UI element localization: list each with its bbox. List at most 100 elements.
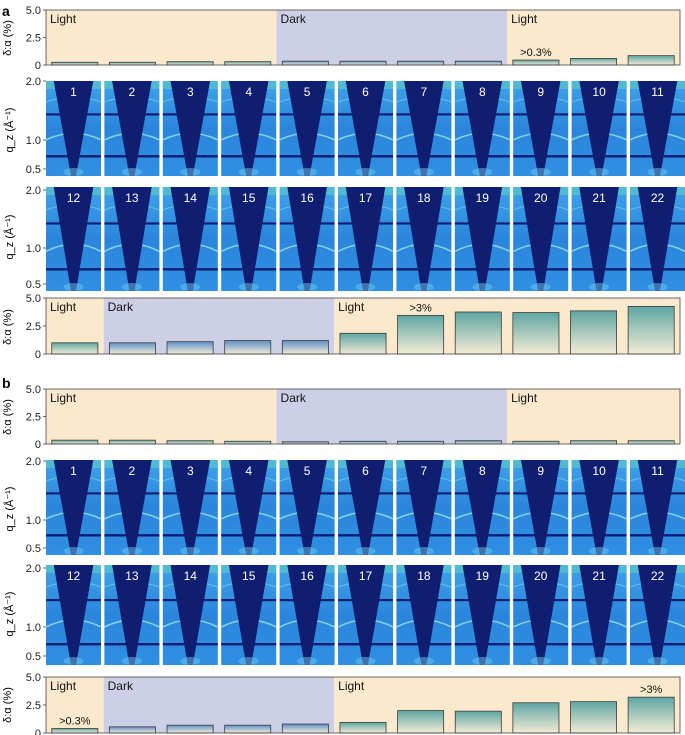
tile-number: 2 [129,464,136,478]
bar-20 [512,702,560,734]
detector-tile-21: 21 [571,565,627,665]
bar-annotation: >0.3% [59,716,91,728]
region-label: Dark [281,391,307,405]
tile-number: 12 [67,569,81,583]
beamstop-shadow [520,187,561,291]
beamstop-shadow [112,460,152,555]
ylabel-ratio-b-bottom: δ:α (%) [2,687,14,723]
tile-number: 22 [651,191,665,205]
detector-tile-14: 14 [162,565,219,665]
tile-number: 1 [70,464,77,478]
detector-tile-17: 17 [337,187,394,291]
tile-number: 2 [129,85,136,99]
y-tick-label: 2.5 [26,321,41,333]
tile-number: 17 [359,191,373,205]
region-label: Light [50,679,77,693]
bar-21 [570,310,617,355]
y-tick-label: 0 [35,349,41,361]
beamstop-shadow [637,81,678,176]
bar-5 [281,60,329,66]
beamstop-shadow [520,565,561,665]
beamstop-shadow [228,81,269,176]
tile-number: 7 [421,85,428,99]
detector-tile-5: 5 [279,81,335,176]
beamstop-shadow [404,187,444,291]
tile-number: 4 [245,85,252,99]
bar-9 [512,440,560,445]
tile-number: 4 [245,464,252,478]
tile-number: 20 [534,191,548,205]
tile-number: 19 [476,569,490,583]
bar-6 [339,440,387,445]
bar-16 [281,340,329,355]
qz-tick-label: 2.0 [26,456,41,468]
detector-tile-10: 10 [571,460,627,555]
tile-row: 2.0 1.0 0.5 12 13 14 15 16 17 18 19 20 21 22 [26,185,685,291]
detector-tile-11: 11 [629,460,685,555]
beamstop-shadow [462,187,503,291]
bar-1 [51,439,99,445]
y-tick-label: 2.5 [26,33,41,45]
detector-tile-7: 7 [396,81,452,176]
detector-tile-6: 6 [337,460,394,555]
qz-tick-label: 1.0 [26,622,41,634]
bar-17 [339,332,387,355]
tile-number: 11 [651,464,664,478]
tile-number: 15 [242,569,256,583]
tile-number: 5 [304,85,311,99]
bar-18 [397,314,445,355]
beamstop-shadow [170,460,211,555]
detector-tile-15: 15 [220,187,277,291]
beamstop-shadow [637,187,678,291]
qz-tick-label: 1.0 [26,515,41,527]
region-light [334,298,680,354]
tile-number: 5 [304,464,311,478]
tile-number: 6 [362,464,369,478]
detector-tile-3: 3 [162,81,219,176]
detector-tile-20: 20 [512,187,569,291]
detector-tile-20: 20 [512,565,569,665]
detector-tile-8: 8 [454,81,511,176]
ylabel-qz-b-row1: q_z (Å⁻¹) [3,487,16,532]
y-tick-label: 5.0 [26,5,41,17]
beamstop-shadow [345,81,386,176]
chart-a-bottom: Light Dark Light >3% 0 2.5 5.0 [26,293,681,361]
region-light [507,389,680,444]
bar-2 [109,439,156,445]
detector-tile-11: 11 [629,81,685,176]
qz-tick-label: 0.5 [26,651,41,663]
bar-8 [454,60,502,66]
beamstop-shadow [170,187,211,291]
tile-number: 20 [534,569,548,583]
region-label: Dark [108,300,134,314]
detector-tile-12: 12 [45,187,102,291]
bar-22 [627,305,675,355]
qz-tick-label: 2.0 [26,76,41,88]
qz-tick-label: 1.0 [26,243,41,255]
tile-number: 14 [184,191,198,205]
tile-number: 8 [479,464,486,478]
y-tick-label: 2.5 [26,700,41,712]
bar-7 [397,60,445,66]
region-dark [276,389,508,444]
qz-tick-label: 1.0 [26,135,41,147]
tile-number: 12 [67,191,81,205]
beamstop-shadow [228,187,269,291]
beamstop-shadow [462,565,503,665]
region-label: Dark [108,679,134,693]
beamstop-shadow [404,460,444,555]
y-tick-label: 5.0 [26,384,41,396]
bar-4 [224,61,272,66]
tile-number: 16 [300,191,314,205]
ylabel-qz-a-row1: q_z (Å⁻¹) [3,108,16,153]
tile-number: 9 [537,464,544,478]
beamstop-shadow [520,460,561,555]
tile-number: 7 [421,464,428,478]
beamstop-shadow [462,81,503,176]
bar-2 [109,61,156,66]
bar-10 [570,58,617,66]
region-dark [276,10,508,65]
beamstop-shadow [462,460,503,555]
bar-7 [397,440,445,445]
